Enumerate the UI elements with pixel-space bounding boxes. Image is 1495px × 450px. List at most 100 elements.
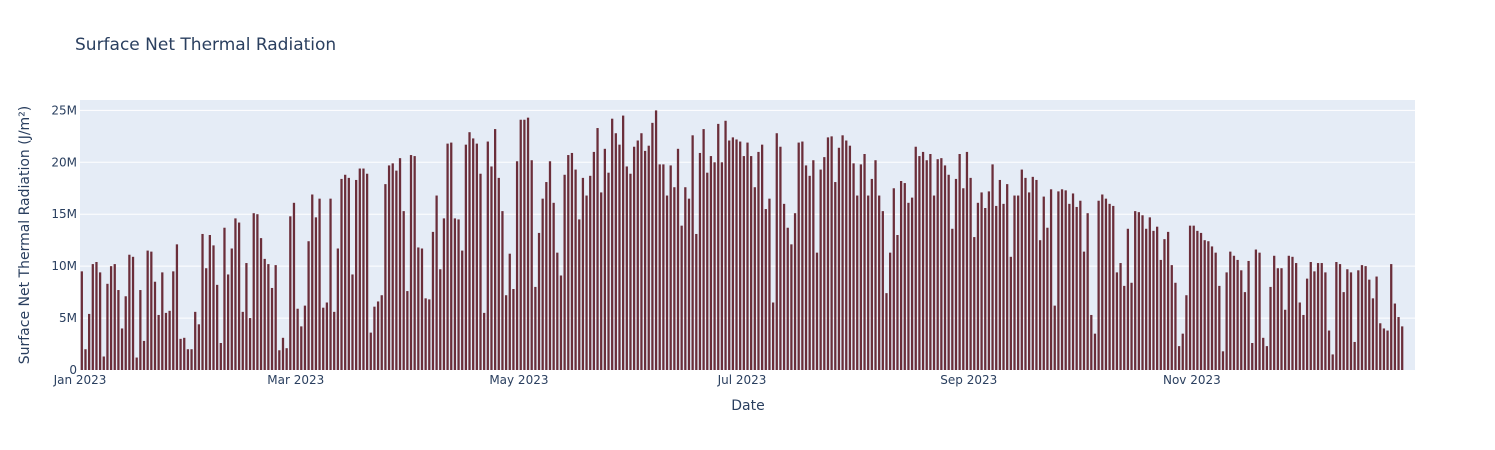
bar	[786, 227, 789, 370]
bar	[1236, 259, 1239, 370]
bar	[969, 177, 972, 370]
bar	[878, 195, 881, 370]
bar	[658, 164, 661, 370]
bar	[479, 173, 482, 370]
x-axis-ticks: Jan 2023 Mar 2023 May 2023 Jul 2023 Sep 2023…	[53, 373, 1221, 387]
bar	[227, 274, 230, 370]
bar	[687, 198, 691, 370]
bar	[1401, 326, 1404, 370]
bar	[150, 251, 153, 370]
bar	[197, 324, 201, 370]
bar	[1393, 303, 1397, 370]
bar	[834, 182, 837, 370]
bar	[1353, 341, 1356, 370]
bar	[889, 252, 892, 370]
bar	[1302, 314, 1305, 370]
bar	[1046, 227, 1049, 370]
bar	[1053, 305, 1056, 370]
x-tick-label: Jul 2023	[717, 373, 767, 387]
bar	[823, 157, 826, 370]
x-tick-label: May 2023	[489, 373, 548, 387]
bar	[698, 152, 702, 370]
bar	[1240, 270, 1243, 370]
bar	[965, 151, 969, 370]
bar	[1156, 226, 1159, 370]
bar	[1364, 266, 1367, 370]
bar	[742, 156, 745, 370]
bar	[1104, 198, 1108, 370]
bar	[720, 162, 724, 370]
bar	[929, 154, 932, 370]
bar	[490, 166, 493, 370]
bar	[124, 296, 127, 370]
bar	[801, 141, 804, 370]
bar	[1042, 196, 1045, 370]
bar	[1134, 211, 1137, 370]
bar	[1357, 270, 1360, 370]
bar	[453, 218, 457, 370]
bar	[1075, 206, 1078, 370]
bar	[120, 328, 124, 370]
bar	[1375, 276, 1378, 370]
bar	[779, 146, 782, 370]
bar	[380, 295, 383, 370]
bar	[541, 198, 544, 370]
bar	[248, 318, 252, 370]
bar	[578, 219, 581, 370]
bar	[1262, 337, 1265, 370]
bar	[1006, 184, 1009, 370]
bar	[537, 232, 541, 370]
bar	[570, 152, 574, 370]
bar	[852, 163, 855, 370]
bar	[256, 214, 259, 370]
bar	[976, 202, 980, 370]
bar	[1254, 249, 1258, 370]
bar	[508, 253, 511, 370]
bar	[519, 119, 522, 370]
bar	[1295, 263, 1298, 370]
bar	[153, 281, 157, 370]
bar	[1349, 272, 1353, 370]
bar	[289, 216, 292, 370]
bar	[596, 128, 599, 370]
bar-series	[80, 110, 1404, 371]
bar	[398, 158, 402, 370]
bar	[936, 159, 939, 370]
bar	[1130, 282, 1133, 370]
bar	[991, 164, 994, 370]
bar	[413, 156, 416, 370]
bar	[406, 291, 409, 370]
bar	[212, 245, 215, 370]
bar	[1112, 205, 1115, 370]
bar	[962, 188, 965, 370]
bar	[219, 343, 222, 370]
bar	[501, 211, 504, 370]
bar	[940, 158, 943, 370]
bar	[369, 332, 372, 370]
bar	[439, 269, 442, 370]
bar	[607, 172, 610, 370]
bar	[365, 173, 369, 370]
y-tick-label: 5M	[59, 311, 77, 325]
bar	[515, 161, 519, 370]
bar	[1397, 317, 1400, 370]
bar	[95, 262, 98, 370]
bar	[161, 272, 164, 370]
bar	[552, 202, 555, 370]
bar	[333, 311, 336, 370]
bar	[205, 268, 208, 370]
bar	[797, 142, 800, 370]
bar	[409, 155, 413, 370]
bar	[1258, 252, 1261, 370]
bar	[109, 266, 113, 370]
bar	[534, 286, 537, 370]
bar	[676, 148, 680, 370]
bar	[88, 313, 91, 370]
bar	[782, 203, 786, 370]
y-tick-label: 0	[69, 363, 77, 377]
bar	[943, 165, 947, 370]
bar	[420, 248, 424, 370]
bar	[921, 151, 925, 370]
